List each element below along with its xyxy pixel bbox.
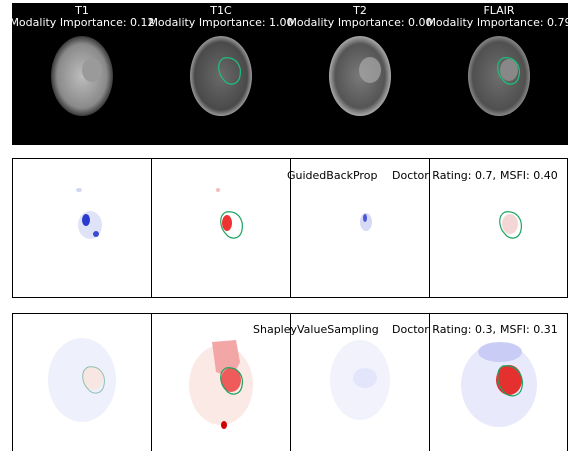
brain-flair	[468, 36, 530, 116]
doctor-rating: Doctor Rating: 0.3,	[392, 323, 496, 336]
saliency	[353, 368, 377, 388]
svs-row: ShapleyValueSampling Doctor Rating: 0.3,…	[13, 313, 568, 451]
saliency	[502, 214, 518, 234]
method-name: ShapleyValueSampling	[253, 323, 379, 336]
page: T1 Modality Importance: 0.12 T1C Modalit…	[0, 0, 568, 451]
gbp-row: GuidedBackProp Doctor Rating: 0.7, MSFI:…	[13, 158, 568, 298]
method-name: GuidedBackProp	[287, 169, 377, 182]
modality-importance: Modality Importance: 0.79	[426, 16, 568, 29]
modality-importance: Modality Importance: 1.00	[148, 16, 293, 29]
tumor-t1	[82, 58, 102, 82]
saliency	[93, 231, 99, 237]
saliency	[478, 342, 522, 362]
tumor-t2	[359, 57, 381, 83]
msfi: MSFI: 0.31	[500, 323, 558, 336]
modality-importance: Modality Importance: 0.12	[9, 16, 154, 29]
saliency	[221, 421, 227, 429]
brain-t1	[51, 36, 113, 116]
saliency	[222, 215, 232, 231]
brain-t2	[329, 36, 391, 116]
saliency	[363, 214, 367, 222]
saliency	[82, 214, 90, 226]
saliency	[48, 338, 116, 422]
doctor-rating: Doctor Rating: 0.7,	[392, 169, 496, 182]
saliency	[76, 188, 82, 192]
modality-importance: Modality Importance: 0.00	[287, 16, 432, 29]
saliency	[216, 188, 220, 192]
tumor-flair	[500, 59, 518, 81]
figure: T1 Modality Importance: 0.12 T1C Modalit…	[0, 0, 568, 451]
msfi: MSFI: 0.40	[500, 169, 558, 182]
